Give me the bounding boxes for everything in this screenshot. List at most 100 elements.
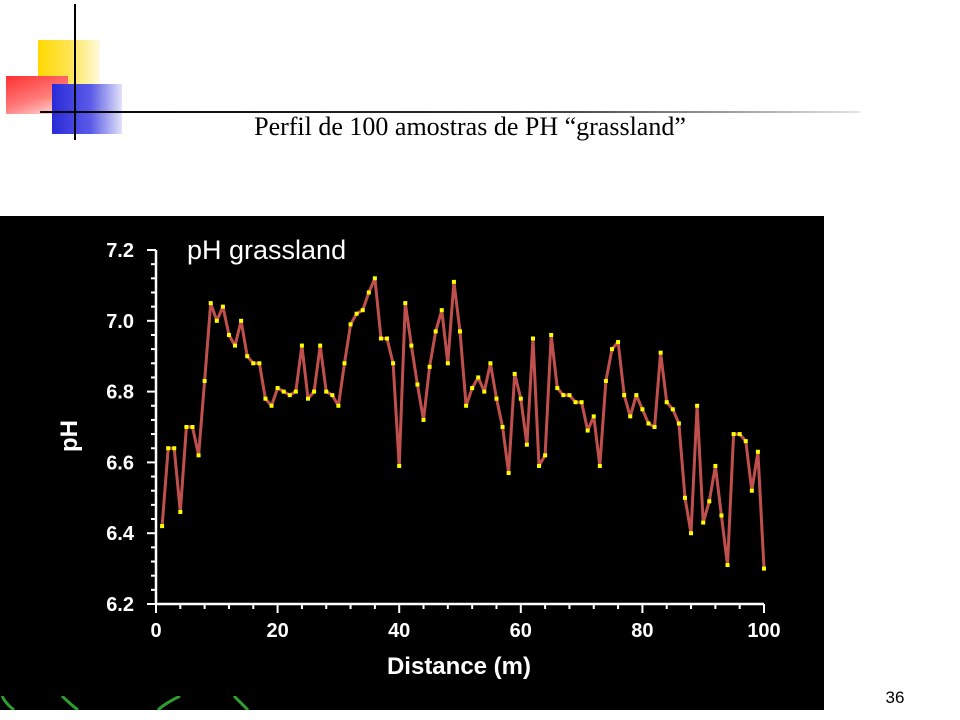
data-point <box>160 524 165 529</box>
data-point <box>640 407 645 412</box>
data-point <box>762 566 766 571</box>
data-point <box>634 393 639 398</box>
data-point <box>257 361 262 366</box>
data-point <box>166 446 171 451</box>
data-point <box>555 386 560 391</box>
data-point <box>233 343 238 348</box>
data-point <box>251 361 256 366</box>
data-point <box>530 336 535 341</box>
data-point <box>725 563 730 568</box>
data-point <box>202 378 207 383</box>
data-point <box>208 301 213 306</box>
data-point <box>312 389 317 394</box>
data-point <box>719 513 724 518</box>
data-point <box>579 400 584 405</box>
y-tick-label: 7.2 <box>106 240 134 262</box>
bottom-decoration <box>0 696 250 710</box>
data-point <box>385 336 390 341</box>
x-axis-label: Distance (m) <box>387 653 531 680</box>
data-point <box>549 332 554 337</box>
y-tick-label: 6.4 <box>106 523 135 545</box>
data-point <box>616 340 621 345</box>
data-point <box>196 453 201 458</box>
data-point <box>731 432 736 437</box>
data-point <box>689 531 694 536</box>
data-point <box>591 414 596 419</box>
slide-title: Perfil de 100 amostras de PH “grassland” <box>254 112 686 141</box>
y-tick-label: 6.2 <box>106 594 134 616</box>
data-point <box>287 393 292 398</box>
x-tick-label: 60 <box>510 620 532 642</box>
data-point <box>354 311 359 316</box>
x-tick-label: 0 <box>150 620 161 642</box>
data-point <box>263 396 268 401</box>
data-point <box>397 463 402 468</box>
data-point <box>628 414 633 419</box>
data-point <box>427 364 432 369</box>
data-point <box>707 499 712 504</box>
ornament-vertical-line <box>74 4 76 140</box>
data-point <box>494 396 499 401</box>
data-point <box>701 520 706 525</box>
data-point <box>585 428 590 433</box>
data-point <box>415 382 420 387</box>
data-point <box>184 425 189 429</box>
chart-panel: pH grassland pH Distance (m) 0 20 40 60 80 10… <box>0 216 824 710</box>
data-point <box>220 304 225 309</box>
data-point <box>451 279 456 284</box>
data-point <box>403 301 408 306</box>
data-point <box>713 463 718 468</box>
data-point <box>682 495 687 500</box>
data-point <box>524 442 529 447</box>
data-point <box>476 375 481 380</box>
data-point <box>245 354 250 359</box>
data-point <box>458 329 462 334</box>
data-point <box>239 318 244 323</box>
data-point <box>391 361 396 366</box>
data-point <box>482 389 487 394</box>
data-point <box>324 389 329 394</box>
x-tick-label: 80 <box>631 620 653 642</box>
data-point <box>695 403 700 408</box>
data-point <box>409 343 414 348</box>
x-tick-label: 40 <box>388 620 410 642</box>
ph-series-line <box>160 276 766 569</box>
y-axis-label: pH <box>56 420 83 452</box>
data-point <box>445 361 450 366</box>
data-point <box>573 400 578 405</box>
data-point <box>336 403 341 408</box>
ph-line-chart: pH grassland pH Distance (m) 0 20 40 60 80 10… <box>56 235 781 680</box>
slide-ornament <box>0 0 130 145</box>
data-point <box>488 361 493 366</box>
data-point <box>421 417 426 422</box>
data-point <box>281 389 286 394</box>
ph-series <box>160 276 766 571</box>
data-point <box>743 439 748 444</box>
data-point <box>737 432 742 437</box>
title-rule-line <box>40 111 860 113</box>
y-tick-label: 7.0 <box>106 311 134 333</box>
data-point <box>512 371 517 376</box>
data-point <box>306 396 310 401</box>
data-point <box>537 463 542 468</box>
chart-title: pH grassland <box>187 235 346 265</box>
data-point <box>567 393 572 398</box>
data-point <box>755 449 760 454</box>
data-point <box>275 386 280 391</box>
data-point <box>464 403 469 408</box>
data-point <box>214 318 219 323</box>
x-tick-label: 20 <box>266 620 288 642</box>
data-point <box>299 343 304 348</box>
data-point <box>543 453 548 458</box>
data-point <box>658 350 663 355</box>
data-point <box>330 393 335 398</box>
y-tick-label: 6.6 <box>106 452 134 474</box>
data-point <box>293 389 298 394</box>
y-tick-label: 6.8 <box>106 382 134 404</box>
data-point <box>342 361 347 366</box>
chart-axes: 0 20 40 60 80 100 6.2 6.4 6.6 6.8 7.0 7.2 <box>106 240 781 642</box>
data-point <box>518 396 523 401</box>
data-point <box>597 463 602 468</box>
data-point <box>470 386 475 391</box>
data-point <box>372 276 377 281</box>
